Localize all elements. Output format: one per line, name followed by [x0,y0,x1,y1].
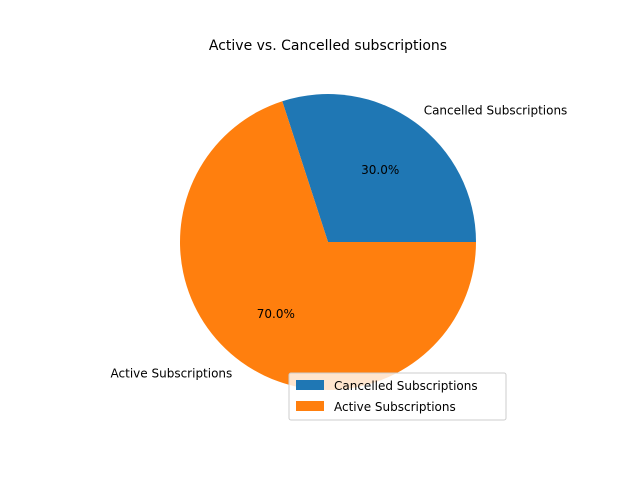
pie-slices [180,93,476,390]
pie-slice-cancelled-subscriptions [282,93,476,242]
legend: Cancelled Subscriptions Active Subscript… [288,372,507,421]
legend-label-cancelled: Cancelled Subscriptions [334,379,478,393]
legend-frame [288,372,507,421]
legend-swatch-cancelled [296,380,324,390]
pie-percent-label-active-subscriptions: 70.0% [257,307,295,321]
pie-slice-active-subscriptions [180,101,476,390]
pie-category-label-cancelled-subscriptions: Cancelled Subscriptions [424,103,568,117]
legend-swatch-active [296,401,324,411]
pie-category-label-active-subscriptions: Active Subscriptions [111,367,233,381]
pie-labels: 30.0% Cancelled Subscriptions 70.0% Active … [111,103,568,380]
pie-percent-label-cancelled-subscriptions: 30.0% [361,163,399,177]
chart-title: Active vs. Cancelled subscriptions [209,38,447,54]
legend-label-active: Active Subscriptions [334,400,456,414]
